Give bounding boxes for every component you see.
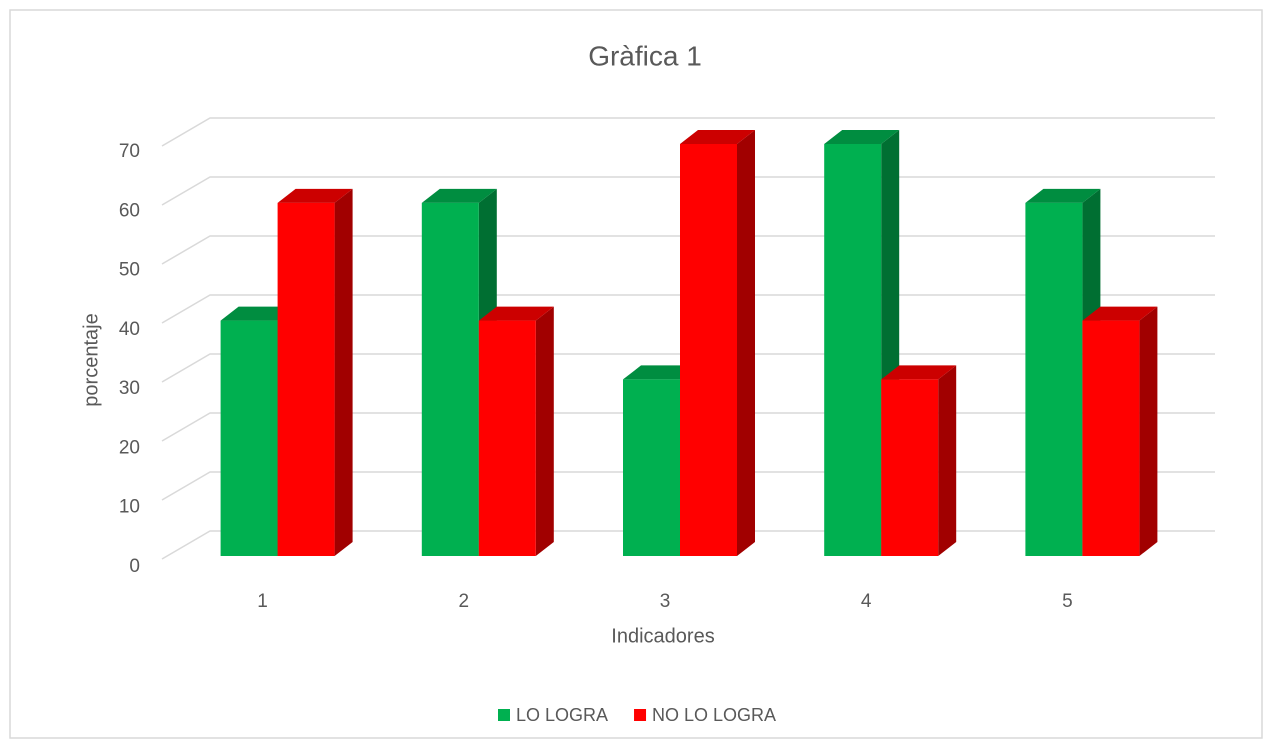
bar-top	[623, 365, 698, 380]
y-tick-label: 40	[119, 319, 140, 340]
legend-swatch	[634, 709, 647, 721]
x-axis-label: Indicadores	[611, 625, 714, 647]
y-tick-label: 20	[119, 437, 140, 458]
x-tick-label: 5	[1062, 591, 1073, 612]
bar-front	[220, 320, 278, 556]
bar-top	[1025, 188, 1101, 203]
legend-label: LO LOGRA	[516, 705, 608, 725]
bar-front	[680, 144, 737, 556]
x-tick-label: 4	[861, 591, 872, 612]
y-tick-label: 30	[119, 378, 140, 399]
bar-top	[680, 130, 755, 144]
bar-front	[1082, 320, 1140, 556]
bar-front	[277, 202, 335, 556]
y-tick-label: 50	[119, 260, 140, 281]
bar-top	[220, 306, 296, 321]
legend-swatch	[498, 709, 510, 721]
x-tick-label: 1	[257, 591, 268, 612]
bar-top	[881, 365, 957, 380]
bar	[881, 365, 957, 556]
bar-front	[623, 379, 680, 556]
bar-side	[535, 306, 554, 556]
x-tick-label: 2	[459, 591, 470, 612]
bar	[277, 188, 353, 556]
bar-side	[334, 188, 353, 556]
bar-front	[421, 202, 479, 556]
bar-side	[1139, 306, 1158, 556]
bar-front	[824, 144, 882, 556]
bar-top	[421, 188, 497, 203]
bar-top	[277, 188, 353, 203]
bar-side	[737, 130, 755, 556]
bar-front	[478, 320, 536, 556]
bar-front	[1025, 202, 1083, 556]
bar-top	[824, 130, 900, 144]
bar	[478, 306, 554, 556]
y-axis-label: porcentaje	[80, 313, 102, 406]
bar-front	[881, 379, 939, 556]
grid-line	[161, 117, 1215, 147]
y-tick-label: 60	[119, 200, 140, 221]
bar-side	[938, 365, 957, 556]
y-tick-label: 10	[119, 497, 140, 518]
y-tick-label: 70	[119, 141, 140, 162]
bar	[680, 130, 755, 556]
bar-top	[1082, 306, 1158, 321]
x-tick-label: 3	[660, 591, 671, 612]
bar-top	[478, 306, 554, 321]
legend-label: NO LO LOGRA	[652, 705, 776, 725]
y-tick-label: 0	[129, 556, 140, 577]
chart-title: Gràfica 1	[588, 40, 702, 71]
bar	[1082, 306, 1158, 556]
